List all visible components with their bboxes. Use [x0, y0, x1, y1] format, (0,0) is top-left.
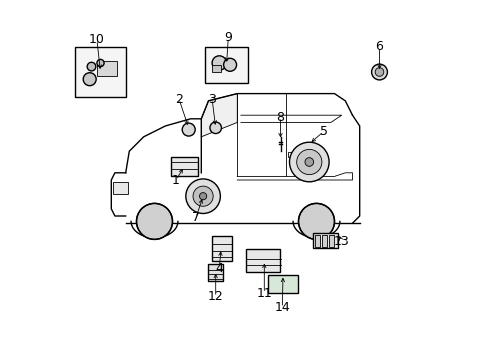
Bar: [97, 61, 117, 76]
Circle shape: [298, 203, 334, 239]
Circle shape: [182, 123, 195, 136]
Bar: [212, 65, 221, 72]
Bar: [208, 264, 223, 281]
Text: 2: 2: [175, 93, 183, 105]
Bar: [183, 125, 193, 128]
Text: 9: 9: [224, 31, 232, 44]
Circle shape: [136, 203, 172, 239]
Circle shape: [374, 68, 383, 76]
Circle shape: [289, 142, 328, 182]
Text: 7: 7: [191, 211, 200, 224]
Text: 10: 10: [89, 33, 104, 46]
Circle shape: [209, 122, 221, 134]
Text: 4: 4: [215, 262, 223, 275]
Circle shape: [185, 179, 220, 213]
Circle shape: [193, 186, 213, 206]
Bar: [328, 235, 333, 247]
Circle shape: [371, 64, 386, 80]
Bar: [267, 275, 298, 293]
Bar: [314, 235, 319, 247]
Circle shape: [212, 56, 226, 70]
Circle shape: [199, 193, 206, 200]
Text: 8: 8: [276, 111, 284, 123]
Circle shape: [97, 59, 104, 67]
Text: 6: 6: [375, 40, 383, 53]
Bar: [246, 249, 280, 272]
Circle shape: [87, 62, 96, 71]
Polygon shape: [201, 94, 237, 137]
Circle shape: [223, 58, 236, 71]
Text: 5: 5: [319, 125, 327, 138]
Circle shape: [296, 149, 321, 175]
Bar: [170, 157, 197, 176]
Bar: [287, 152, 298, 157]
Text: 12: 12: [207, 291, 223, 303]
Bar: [321, 235, 326, 247]
Text: 13: 13: [333, 235, 349, 248]
Bar: [212, 236, 231, 261]
Bar: [204, 47, 247, 83]
Text: 14: 14: [274, 301, 289, 314]
Text: 3: 3: [208, 93, 216, 105]
Circle shape: [83, 73, 96, 86]
Text: 11: 11: [256, 287, 272, 300]
Bar: [113, 182, 127, 194]
Circle shape: [305, 158, 313, 166]
Bar: [75, 47, 125, 97]
Bar: [312, 233, 337, 248]
Text: 1: 1: [172, 174, 180, 186]
